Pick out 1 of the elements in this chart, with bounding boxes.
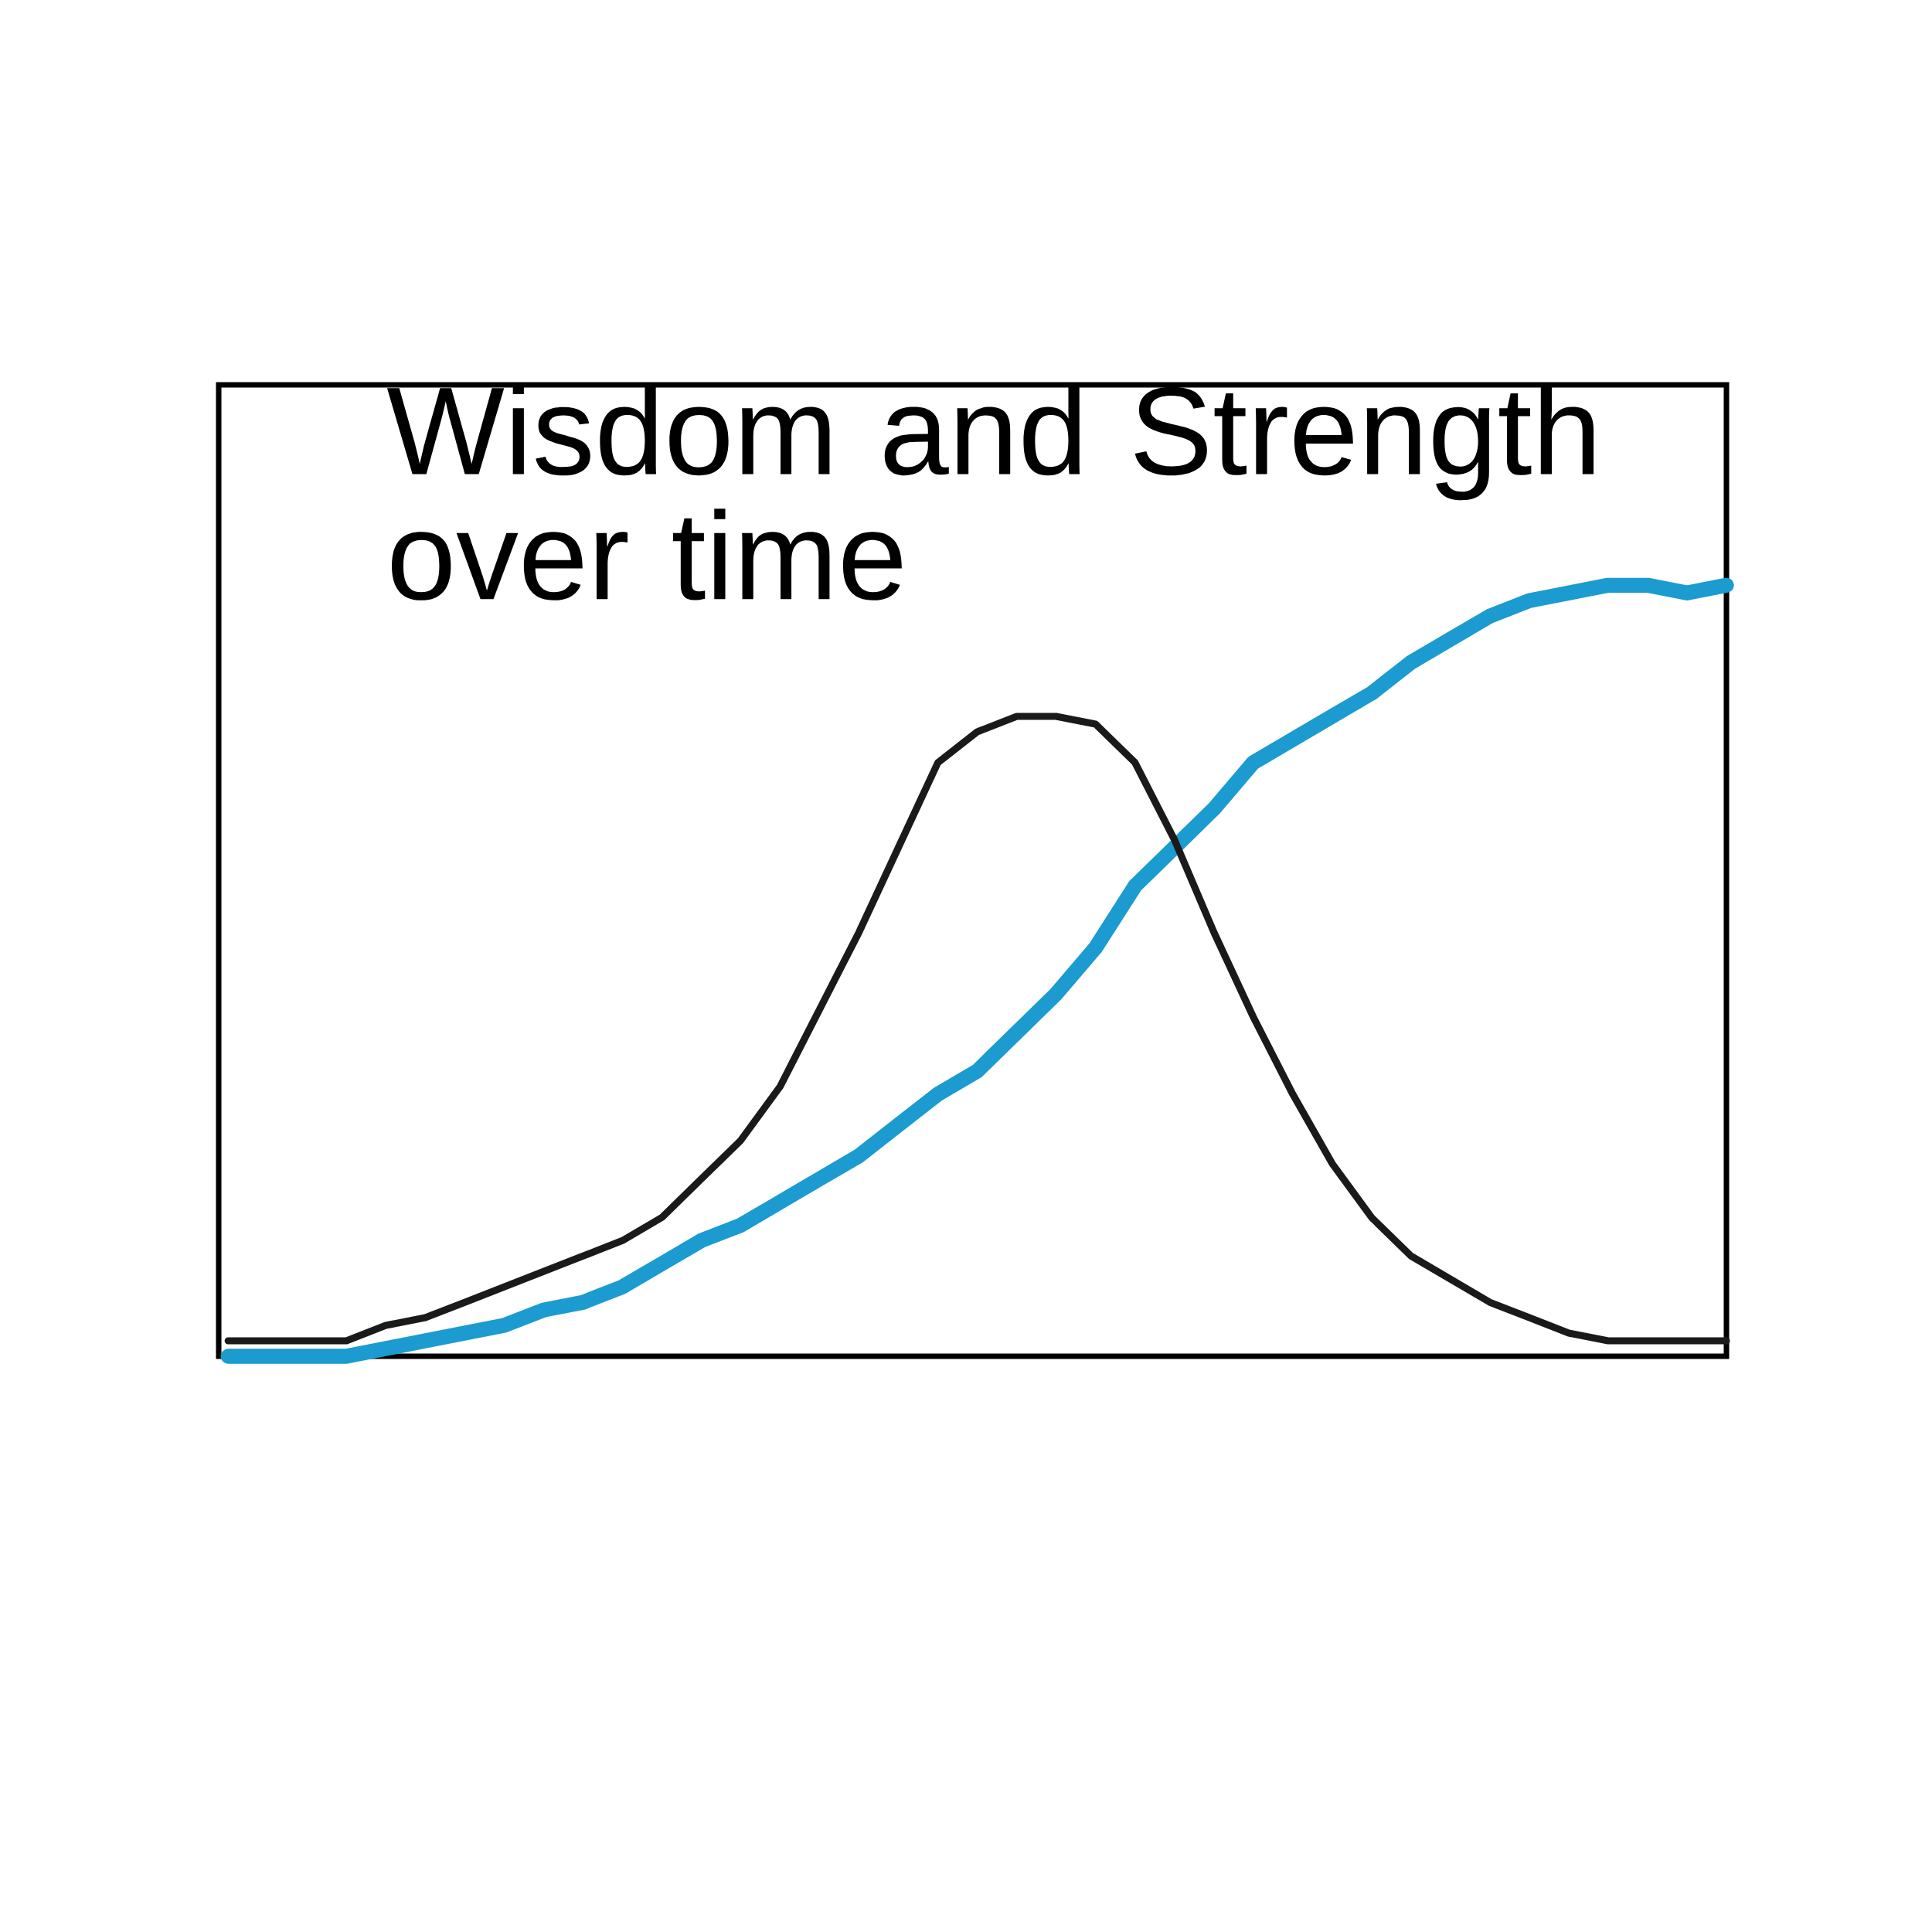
chart-title: Wisdom and Strength over time bbox=[386, 383, 1594, 600]
